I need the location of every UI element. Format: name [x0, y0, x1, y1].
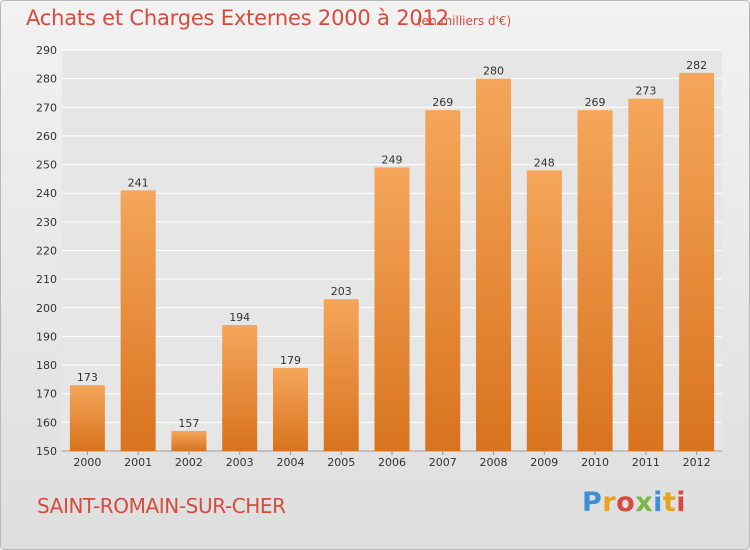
- value-label-2006: 249: [382, 153, 403, 166]
- x-tick-label-2008: 2008: [480, 456, 508, 469]
- y-tick-label: 260: [36, 130, 57, 143]
- bars: [69, 72, 715, 452]
- y-tick-label: 180: [36, 359, 57, 372]
- commune-name: SAINT-ROMAIN-SUR-CHER: [37, 494, 286, 518]
- bar-2005: [323, 299, 359, 451]
- bar-2006: [374, 167, 410, 451]
- value-label-2000: 173: [77, 371, 98, 384]
- x-tick-label-2011: 2011: [632, 456, 660, 469]
- y-tick-label: 270: [36, 101, 57, 114]
- value-label-2005: 203: [331, 285, 352, 298]
- bar-2004: [272, 367, 308, 451]
- value-label-2009: 248: [534, 156, 555, 169]
- y-tick-label: 220: [36, 245, 57, 258]
- bar-2011: [628, 98, 664, 451]
- data-labels: 173 241 157 194 179 203 249 269 280 248 269 273 282: [77, 59, 707, 430]
- y-tick-label: 150: [36, 445, 57, 458]
- logo-letter: i: [676, 487, 687, 518]
- logo-letter: t: [662, 487, 677, 518]
- value-label-2008: 280: [483, 65, 504, 78]
- value-label-2007: 269: [432, 96, 453, 109]
- x-tick-label-2007: 2007: [429, 456, 457, 469]
- x-tick-label-2006: 2006: [378, 456, 406, 469]
- x-tick-label-2004: 2004: [276, 456, 304, 469]
- x-axis: 2000 2001 2002 2003 2004 2005 2006 2007 2008 2009…: [73, 451, 711, 469]
- y-tick-label: 230: [36, 216, 57, 229]
- bar-2002: [171, 430, 207, 451]
- proxiti-logo: Proxiti: [582, 487, 686, 518]
- x-tick-label-2012: 2012: [683, 456, 711, 469]
- logo-letter: r: [602, 487, 617, 518]
- x-tick-label-2009: 2009: [530, 456, 558, 469]
- bar-2001: [120, 190, 156, 451]
- bar-2009: [526, 170, 562, 452]
- x-tick-label-2002: 2002: [175, 456, 203, 469]
- y-tick-label: 190: [36, 330, 57, 343]
- bar-2008: [476, 78, 512, 452]
- y-tick-label: 160: [36, 416, 57, 429]
- x-tick-label-2010: 2010: [581, 456, 609, 469]
- logo-letter: i: [653, 487, 663, 518]
- x-tick-label-2005: 2005: [327, 456, 355, 469]
- value-label-2010: 269: [585, 96, 606, 109]
- x-tick-label-2000: 2000: [73, 456, 101, 469]
- y-tick-label: 240: [36, 187, 57, 200]
- bar-2010: [577, 110, 613, 452]
- logo-letter: x: [635, 487, 654, 518]
- chart-subtitle: (en milliers d'€): [417, 14, 512, 28]
- bar-2007: [425, 110, 461, 452]
- bar-2003: [222, 324, 258, 451]
- y-tick-label: 250: [36, 159, 57, 172]
- logo-letter: o: [616, 487, 636, 518]
- bar-2012: [679, 72, 715, 452]
- y-tick-label: 210: [36, 273, 57, 286]
- chart-title: Achats et Charges Externes 2000 à 2012: [26, 6, 449, 30]
- value-label-2004: 179: [280, 354, 301, 367]
- y-tick-label: 170: [36, 388, 57, 401]
- value-label-2012: 282: [686, 59, 707, 72]
- value-label-2002: 157: [178, 417, 199, 430]
- y-tick-label: 200: [36, 302, 57, 315]
- x-tick-label-2001: 2001: [124, 456, 152, 469]
- logo-letter: P: [582, 487, 603, 518]
- y-tick-label: 290: [36, 44, 57, 57]
- x-tick-label-2003: 2003: [226, 456, 254, 469]
- bar-2000: [69, 385, 105, 451]
- value-label-2003: 194: [229, 311, 250, 324]
- value-label-2011: 273: [635, 85, 656, 98]
- y-tick-label: 280: [36, 73, 57, 86]
- value-label-2001: 241: [128, 176, 149, 189]
